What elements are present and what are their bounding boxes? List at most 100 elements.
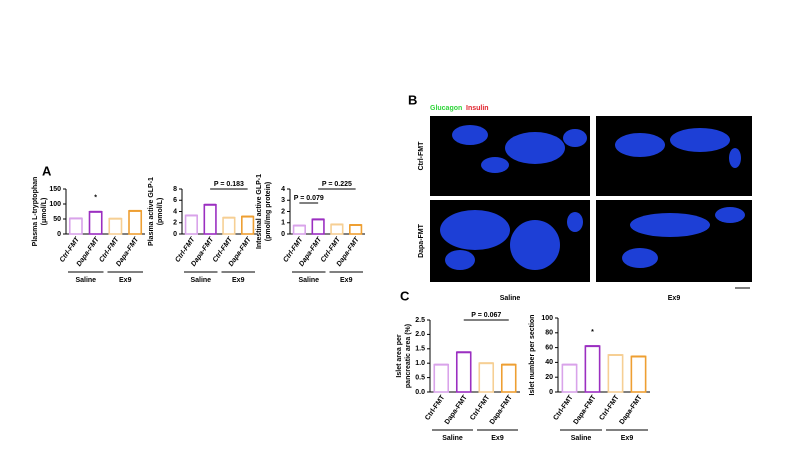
color-swatch: [349, 224, 362, 226]
y-tick-label: 4: [173, 208, 177, 215]
bar: [88, 211, 103, 235]
bar: [311, 218, 325, 235]
group-label: Saline: [190, 277, 211, 284]
bar: [630, 355, 647, 393]
x-tick-label: Ctrl-FMT: [469, 394, 492, 422]
y-tick-label: 0: [549, 389, 553, 396]
group-label: Ex9: [340, 277, 353, 284]
y-tick-label: 50: [53, 216, 61, 223]
bar: [241, 215, 255, 235]
y-tick-label: 80: [545, 330, 553, 337]
column-label: Saline: [500, 295, 521, 302]
y-tick-label: 1.5: [415, 346, 425, 353]
bar: [349, 224, 363, 235]
y-axis-label: Islet area per: [396, 334, 403, 377]
bar: [433, 363, 450, 393]
color-swatch: [631, 355, 646, 358]
y-tick-label: 2.0: [415, 331, 425, 338]
y-tick-label: 0.5: [415, 374, 425, 381]
stain-label: Insulin: [466, 105, 489, 112]
bar: [478, 362, 495, 393]
y-tick-label: 40: [545, 359, 553, 366]
x-tick-label: Dapa-FMT: [489, 394, 515, 426]
y-tick-label: 0: [173, 231, 177, 238]
bar: [561, 363, 578, 393]
y-tick-label: 4: [281, 186, 285, 193]
y-tick-label: 1.0: [415, 360, 425, 367]
y-axis-label: Intestinal active GLP-1: [256, 174, 263, 249]
color-swatch: [562, 363, 577, 366]
color-swatch: [456, 351, 471, 354]
color-swatch: [293, 224, 306, 227]
y-tick-label: 0: [57, 231, 61, 238]
color-swatch: [608, 354, 623, 356]
y-tick-label: 100: [49, 201, 61, 208]
significance: *: [94, 195, 97, 202]
y-tick-label: 60: [545, 344, 553, 351]
bar: [500, 363, 517, 393]
tissue: [440, 125, 745, 270]
bar: [455, 351, 472, 393]
bar: [222, 216, 236, 235]
comparison-label: P = 0.225: [322, 181, 352, 188]
x-tick-label: Ctrl-FMT: [598, 394, 621, 422]
significance: *: [591, 329, 594, 336]
x-tick-label: Ctrl-FMT: [552, 394, 575, 422]
y-tick-label: 6: [173, 197, 177, 204]
group-label: Saline: [75, 277, 96, 284]
group-label: Ex9: [232, 277, 245, 284]
y-tick-label: 0: [281, 231, 285, 238]
y-axis-label: pancreatic area (%): [405, 324, 412, 388]
micrograph: [596, 116, 752, 196]
panel-label: A: [42, 163, 52, 178]
x-tick-label: Dapa-FMT: [619, 394, 645, 426]
color-swatch: [331, 223, 343, 226]
y-axis-label: (μmol/L): [41, 198, 48, 226]
x-tick-label: Dapa-FMT: [573, 394, 599, 426]
y-tick-label: 1: [281, 220, 285, 227]
y-tick-label: 2: [173, 220, 177, 227]
color-swatch: [312, 218, 324, 221]
y-tick-label: 100: [541, 315, 553, 322]
color-swatch: [434, 363, 449, 366]
color-swatch: [109, 217, 122, 220]
color-swatch: [501, 363, 516, 366]
row-label: Dapa-FMT: [418, 223, 425, 258]
y-axis-label: Plasma active GLP-1: [148, 177, 155, 246]
group-label: Ex9: [119, 277, 132, 284]
color-swatch: [69, 217, 82, 220]
y-axis-label: (pmol/mg protein): [265, 182, 272, 242]
y-axis-label: (pmol/L): [157, 198, 164, 226]
bar: [203, 203, 217, 235]
y-axis-label: Plasma L-tryptophan: [32, 177, 39, 247]
bar: [330, 223, 344, 235]
group-label: Saline: [571, 435, 592, 442]
color-swatch: [479, 362, 494, 365]
bar: [607, 354, 624, 393]
panel-label: C: [400, 288, 410, 303]
group-label: Saline: [442, 435, 463, 442]
color-swatch: [185, 214, 198, 217]
y-tick-label: 2.5: [415, 317, 425, 324]
bar: [68, 217, 83, 235]
bar: [184, 214, 198, 235]
comparison-label: P = 0.079: [294, 195, 324, 202]
y-tick-label: 2: [281, 208, 285, 215]
bar: [584, 345, 601, 393]
bar: [128, 210, 143, 235]
bar: [108, 217, 123, 235]
y-axis-label: Islet number per section: [529, 315, 536, 396]
group-label: Ex9: [621, 435, 634, 442]
y-tick-label: 0.0: [415, 389, 425, 396]
stain-label: Glucagon: [430, 105, 462, 112]
color-swatch: [241, 215, 254, 218]
group-label: Ex9: [491, 435, 504, 442]
y-tick-label: 20: [545, 374, 553, 381]
y-tick-label: 8: [173, 186, 177, 193]
color-swatch: [223, 216, 235, 219]
y-tick-label: 3: [281, 197, 285, 204]
comparison-label: P = 0.183: [214, 181, 244, 188]
color-swatch: [129, 209, 142, 212]
comparison-label: P = 0.067: [471, 312, 501, 319]
